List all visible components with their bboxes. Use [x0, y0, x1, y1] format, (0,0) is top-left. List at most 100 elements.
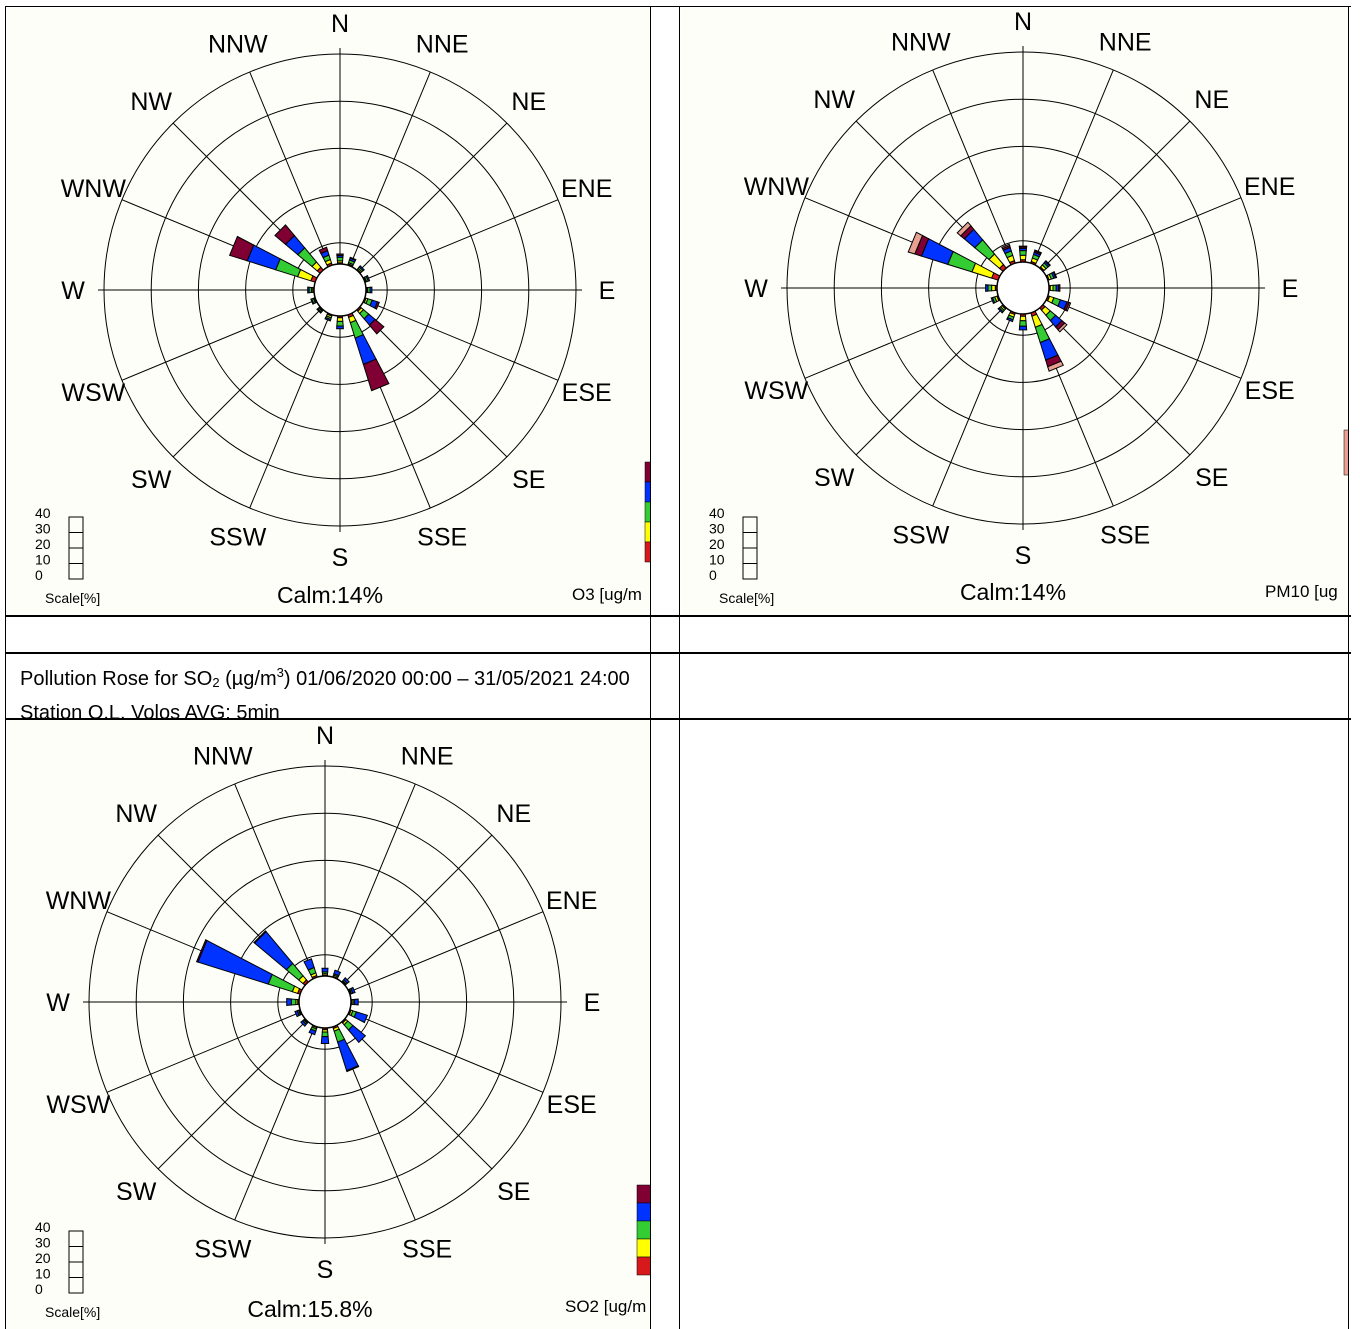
- spoke-line: [121, 289, 341, 381]
- rose-chart-svg: N NNE NE ENE E ESE SE SSE S SSW SW WSW W WNW NW NNW 4030…: [709, 8, 1348, 606]
- rose-wedge-sse: [336, 1038, 359, 1072]
- direction-label: NE: [1194, 86, 1229, 114]
- rose-wedge-wnw: [228, 235, 255, 262]
- rose-wedge-w: [991, 284, 996, 292]
- rose-wedge-wsw: [294, 1010, 300, 1018]
- direction-label: NW: [130, 88, 172, 116]
- direction-label: SE: [1195, 464, 1228, 492]
- scale-tick-label: 0: [709, 567, 717, 583]
- direction-label: WSW: [744, 377, 808, 405]
- rose-wedge-nnw: [318, 246, 329, 255]
- rose-wedge-wnw: [907, 231, 924, 255]
- rose-wedge-n: [1019, 250, 1027, 256]
- rose-wedge-n: [1019, 254, 1027, 261]
- direction-label: WNW: [46, 887, 112, 915]
- rose-wedge-e: [1058, 284, 1061, 292]
- rose-wedge-w: [985, 284, 989, 292]
- caption-text: Pollution Rose for SO: [20, 668, 213, 690]
- color-legend-swatch: [636, 1256, 650, 1276]
- table-border: [5, 615, 1351, 617]
- spoke-line: [249, 289, 341, 509]
- rose-wedge-ese: [374, 301, 380, 310]
- direction-label: NE: [496, 800, 531, 828]
- direction-label: SSW: [209, 524, 266, 552]
- spoke-line: [932, 287, 1024, 507]
- spoke-line: [1022, 120, 1191, 289]
- rose-wedge-w: [290, 998, 297, 1006]
- direction-label: NNW: [208, 30, 268, 58]
- rose-wedge-n: [321, 967, 329, 973]
- direction-label: WNW: [744, 173, 810, 201]
- spoke-line: [157, 1001, 326, 1170]
- direction-label: S: [332, 544, 349, 572]
- color-legend-swatch: [1343, 429, 1348, 476]
- rose-wedge-nw: [956, 221, 972, 237]
- caption-subscript: 2: [212, 675, 220, 690]
- calm-label: Calm:15.8%: [247, 1296, 372, 1322]
- color-legend-swatch: [644, 501, 650, 523]
- pollutant-unit-label: O3 [ug/m: [572, 585, 642, 604]
- scale-label: Scale[%]: [45, 590, 100, 606]
- calm-circle: [313, 263, 367, 317]
- scale-tick-label: 0: [35, 567, 43, 583]
- rose-wedge-wsw: [310, 298, 315, 305]
- direction-label: SW: [116, 1178, 157, 1206]
- direction-label: SE: [497, 1178, 530, 1206]
- rose-wedge-se: [1057, 322, 1068, 333]
- rose-wedge-nw: [274, 224, 296, 246]
- rose-wedge-w: [987, 284, 993, 292]
- calm-label: Calm:14%: [277, 582, 383, 608]
- rose-wedge-ese: [353, 1011, 369, 1024]
- rose-wedge-s: [336, 325, 344, 330]
- scale-tick-label: 40: [35, 1219, 51, 1235]
- scale-box: [68, 1230, 84, 1247]
- direction-label: ENE: [546, 887, 597, 915]
- rose-wedge-e: [369, 286, 373, 294]
- rose-chart-svg: N NNE NE ENE E ESE SE SSE S SSW SW WSW W WNW NW NNW 4030…: [35, 10, 650, 608]
- direction-label: SW: [131, 466, 172, 494]
- spoke-line: [172, 289, 341, 458]
- scale-box: [68, 1246, 84, 1263]
- color-legend-swatch: [636, 1220, 650, 1240]
- spoke-line: [339, 199, 559, 291]
- direction-label: SSE: [1100, 522, 1150, 550]
- pollutant-unit-label: PM10 [ug: [1265, 582, 1338, 601]
- color-legend-swatch: [636, 1238, 650, 1258]
- rose-wedge-w: [286, 998, 292, 1006]
- rose-wedge-sw: [997, 307, 1004, 314]
- scale-tick-label: 30: [35, 1235, 51, 1251]
- scale-tick-label: 30: [709, 521, 725, 537]
- spoke-line: [855, 287, 1024, 456]
- rose-wedge-nnw: [303, 958, 315, 971]
- scale-tick-label: 30: [35, 521, 51, 537]
- direction-label: SW: [814, 464, 855, 492]
- scale-box: [68, 563, 84, 580]
- direction-label: SE: [512, 466, 545, 494]
- rose-wedge-ssw: [324, 316, 332, 322]
- scale-box: [68, 532, 84, 549]
- direction-label: NNW: [891, 28, 951, 56]
- direction-label: N: [316, 722, 334, 750]
- table-border: [1348, 6, 1349, 1329]
- rose-wedge-s: [1018, 325, 1028, 331]
- scale-box: [742, 547, 758, 564]
- scale-box: [742, 563, 758, 580]
- calm-circle: [996, 261, 1050, 315]
- rose-wedge-nnw: [1001, 243, 1011, 250]
- direction-label: S: [1015, 542, 1032, 570]
- spoke-line: [1022, 197, 1242, 289]
- table-border: [650, 6, 651, 1329]
- color-legend-swatch: [644, 521, 650, 543]
- scale-tick-label: 40: [709, 505, 725, 521]
- rose-wedge-sse: [1047, 360, 1064, 372]
- rose-wedge-s: [336, 317, 344, 322]
- direction-label: ESE: [547, 1091, 597, 1119]
- rose-wedge-s: [321, 1031, 329, 1038]
- scale-tick-label: 20: [709, 536, 725, 552]
- rose-wedge-nne: [1034, 249, 1043, 255]
- direction-label: W: [744, 275, 768, 303]
- scale-box: [742, 516, 758, 533]
- scale-label: Scale[%]: [719, 590, 774, 606]
- so2-pollution-rose: N NNE NE ENE E ESE SE SSE S SSW SW WSW W WNW NW NNW 40 30…: [7, 720, 650, 1329]
- direction-label: NNE: [1099, 28, 1152, 56]
